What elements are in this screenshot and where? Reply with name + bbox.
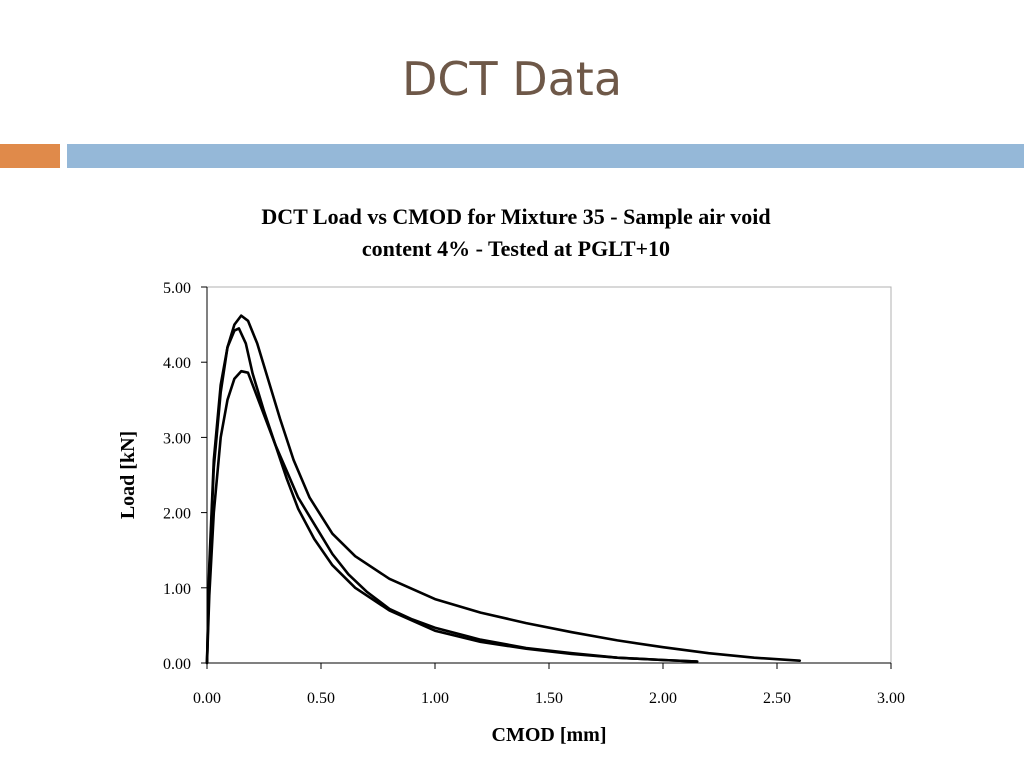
x-tick-label: 2.00 — [649, 690, 677, 707]
x-tick-label: 1.00 — [421, 690, 449, 707]
slide-title: DCT Data — [401, 52, 623, 106]
y-tick-label: 2.00 — [163, 506, 191, 523]
y-tick-label: 0.00 — [163, 656, 191, 673]
y-tick-label: 5.00 — [163, 280, 191, 297]
series-line-3 — [205, 369, 699, 665]
x-axis-label: CMOD [mm] — [492, 724, 607, 746]
accent-bar-blue — [67, 144, 1024, 168]
y-tick-label: 3.00 — [163, 430, 191, 447]
x-tick-label: 1.50 — [535, 690, 563, 707]
chart-title-line2: content 4% - Tested at PGLT+10 — [362, 236, 670, 261]
x-tick-label: 3.00 — [877, 690, 905, 707]
y-axis-label: Load [kN] — [117, 431, 139, 519]
x-tick-label: 0.50 — [307, 690, 335, 707]
accent-bar-orange — [0, 144, 60, 168]
y-tick-label: 1.00 — [163, 581, 191, 598]
x-tick-label: 2.50 — [763, 690, 791, 707]
plot-area — [206, 286, 892, 664]
y-tick-label: 4.00 — [163, 355, 191, 372]
chart-title-line1: DCT Load vs CMOD for Mixture 35 - Sample… — [261, 204, 770, 229]
series-line-2 — [205, 327, 699, 665]
x-tick-label: 0.00 — [193, 690, 221, 707]
